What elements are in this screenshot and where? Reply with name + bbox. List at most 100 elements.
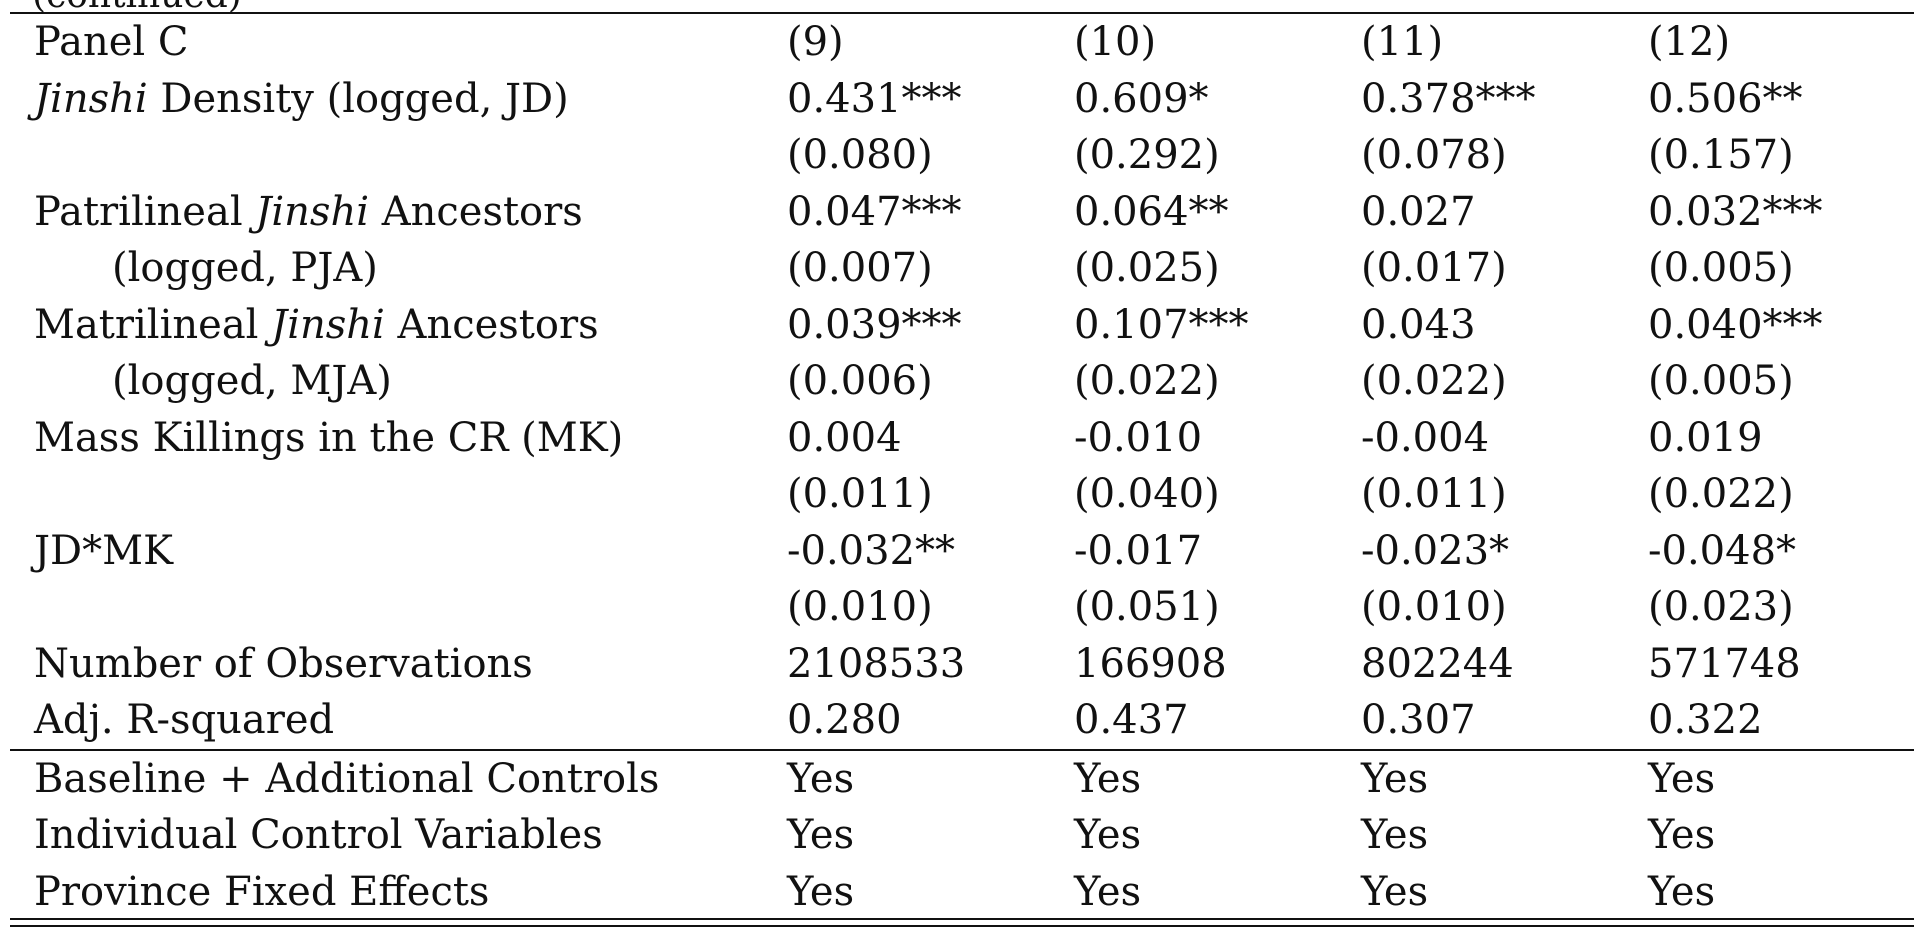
- bottom-rule-upper: [10, 918, 1914, 920]
- column-header: (12): [1648, 19, 1731, 65]
- se-cell: (0.025): [1074, 245, 1220, 291]
- coef-cell: 0.378***: [1361, 75, 1536, 122]
- se-cell: (0.078): [1361, 132, 1507, 178]
- bottom-rule-lower: [10, 925, 1914, 927]
- row-label-suffix: Density (logged, JD): [147, 75, 569, 122]
- control-row-baseline: Baseline + Additional Controls Yes Yes Y…: [10, 748, 1914, 807]
- control-cell: Yes: [1361, 812, 1429, 858]
- se-row-label: [10, 466, 787, 523]
- control-label: Individual Control Variables: [34, 812, 603, 858]
- regression-table: Panel C (9) (10) (11) (12) Jinshi Densit…: [10, 14, 1914, 920]
- coef-cell: 0.043: [1361, 301, 1476, 348]
- row-label-italic: Jinshi: [34, 75, 148, 122]
- se-cell: (0.011): [787, 471, 933, 517]
- control-cell: Yes: [1074, 748, 1361, 807]
- se-cell: (0.022): [1361, 358, 1507, 404]
- se-row-label: [10, 579, 787, 636]
- coef-cell: -0.004: [1361, 414, 1490, 461]
- control-label: Baseline + Additional Controls: [10, 748, 787, 807]
- stat-cell: 0.280: [787, 697, 902, 743]
- stat-row-r-squared: Adj. R-squared 0.280 0.437 0.307 0.322: [10, 692, 1914, 750]
- coef-row: Mass Killings in the CR (MK) 0.004 -0.01…: [10, 410, 1914, 467]
- control-label: Province Fixed Effects: [34, 868, 490, 915]
- control-cell: Yes: [1361, 748, 1648, 807]
- row-label-italic: Jinshi: [271, 301, 385, 348]
- row-label-prefix: Matrilineal: [34, 301, 272, 348]
- coef-row: Jinshi Density (logged, JD) 0.431*** 0.6…: [10, 71, 1914, 128]
- row-label: Patrilineal Jinshi Ancestors: [10, 184, 787, 241]
- coef-cell: -0.017: [1074, 527, 1203, 574]
- panel-label: Panel C: [34, 19, 189, 65]
- stat-cell: 0.322: [1648, 697, 1763, 743]
- stat-cell: 0.307: [1361, 697, 1476, 743]
- coef-cell: 0.040***: [1648, 301, 1823, 348]
- coef-cell: -0.048*: [1648, 527, 1797, 574]
- coef-cell: 0.431***: [787, 75, 962, 122]
- se-row-label: (logged, PJA): [112, 245, 378, 291]
- row-label-prefix: Mass Killings in the CR (MK): [34, 414, 624, 461]
- control-row-province: Province Fixed Effects Yes Yes Yes Yes: [10, 864, 1914, 921]
- control-row-individual: Individual Control Variables Yes Yes Yes…: [10, 807, 1914, 864]
- control-cell: Yes: [1648, 748, 1914, 807]
- coef-cell: -0.032**: [787, 527, 956, 574]
- control-cell: Yes: [1361, 868, 1429, 915]
- control-cell: Yes: [1074, 812, 1142, 858]
- se-cell: (0.040): [1074, 471, 1220, 517]
- row-label: Mass Killings in the CR (MK): [10, 410, 787, 467]
- column-header: (10): [1074, 19, 1157, 65]
- row-label: JD*MK: [10, 523, 787, 580]
- se-cell: (0.007): [787, 245, 933, 291]
- coef-row: Matrilineal Jinshi Ancestors 0.039*** 0.…: [10, 297, 1914, 354]
- stat-label: Adj. R-squared: [34, 697, 335, 743]
- header-row: Panel C (9) (10) (11) (12): [10, 14, 1914, 71]
- clipped-continued-label: (continued): [32, 0, 242, 14]
- row-label-suffix: Ancestors: [384, 301, 599, 348]
- se-row-label: [10, 127, 787, 184]
- control-cell: Yes: [1074, 868, 1142, 915]
- se-cell: (0.017): [1361, 245, 1507, 291]
- se-row: (0.010) (0.051) (0.010) (0.023): [10, 579, 1914, 636]
- se-cell: (0.023): [1648, 584, 1794, 630]
- se-row: (0.011) (0.040) (0.011) (0.022): [10, 466, 1914, 523]
- row-label-suffix: Ancestors: [369, 188, 583, 235]
- stat-cell: 0.437: [1074, 697, 1189, 743]
- coef-cell: 0.064**: [1074, 188, 1229, 235]
- coef-row: Patrilineal Jinshi Ancestors 0.047*** 0.…: [10, 184, 1914, 241]
- se-cell: (0.006): [787, 358, 933, 404]
- se-row: (0.080) (0.292) (0.078) (0.157): [10, 127, 1914, 184]
- se-cell: (0.022): [1648, 471, 1794, 517]
- row-label-italic: Jinshi: [255, 188, 369, 235]
- column-header: (11): [1361, 19, 1444, 65]
- row-label: Jinshi Density (logged, JD): [10, 71, 787, 128]
- coef-cell: 0.019: [1648, 414, 1763, 461]
- se-cell: (0.051): [1074, 584, 1220, 630]
- stat-row-observations: Number of Observations 2108533 166908 80…: [10, 636, 1914, 693]
- stat-cell: 802244: [1361, 640, 1514, 687]
- coef-cell: 0.047***: [787, 188, 962, 235]
- se-row-label: (logged, MJA): [112, 358, 392, 404]
- stat-cell: 571748: [1648, 640, 1801, 687]
- row-label: Matrilineal Jinshi Ancestors: [10, 297, 787, 354]
- coef-cell: 0.039***: [787, 301, 962, 348]
- control-cell: Yes: [1648, 868, 1716, 915]
- coef-cell: 0.004: [787, 414, 902, 461]
- se-cell: (0.010): [787, 584, 933, 630]
- se-cell: (0.157): [1648, 132, 1794, 178]
- se-cell: (0.005): [1648, 245, 1794, 291]
- coef-cell: 0.032***: [1648, 188, 1823, 235]
- se-cell: (0.292): [1074, 132, 1220, 178]
- stat-cell: 2108533: [787, 640, 966, 687]
- se-cell: (0.022): [1074, 358, 1220, 404]
- control-cell: Yes: [787, 748, 1074, 807]
- se-cell: (0.010): [1361, 584, 1507, 630]
- coef-cell: 0.107***: [1074, 301, 1249, 348]
- stat-label: Number of Observations: [34, 640, 533, 687]
- control-cell: Yes: [1648, 812, 1716, 858]
- se-cell: (0.005): [1648, 358, 1794, 404]
- control-cell: Yes: [787, 812, 855, 858]
- column-header: (9): [787, 19, 844, 65]
- se-cell: (0.011): [1361, 471, 1507, 517]
- se-cell: (0.080): [787, 132, 933, 178]
- coef-cell: 0.609*: [1074, 75, 1209, 122]
